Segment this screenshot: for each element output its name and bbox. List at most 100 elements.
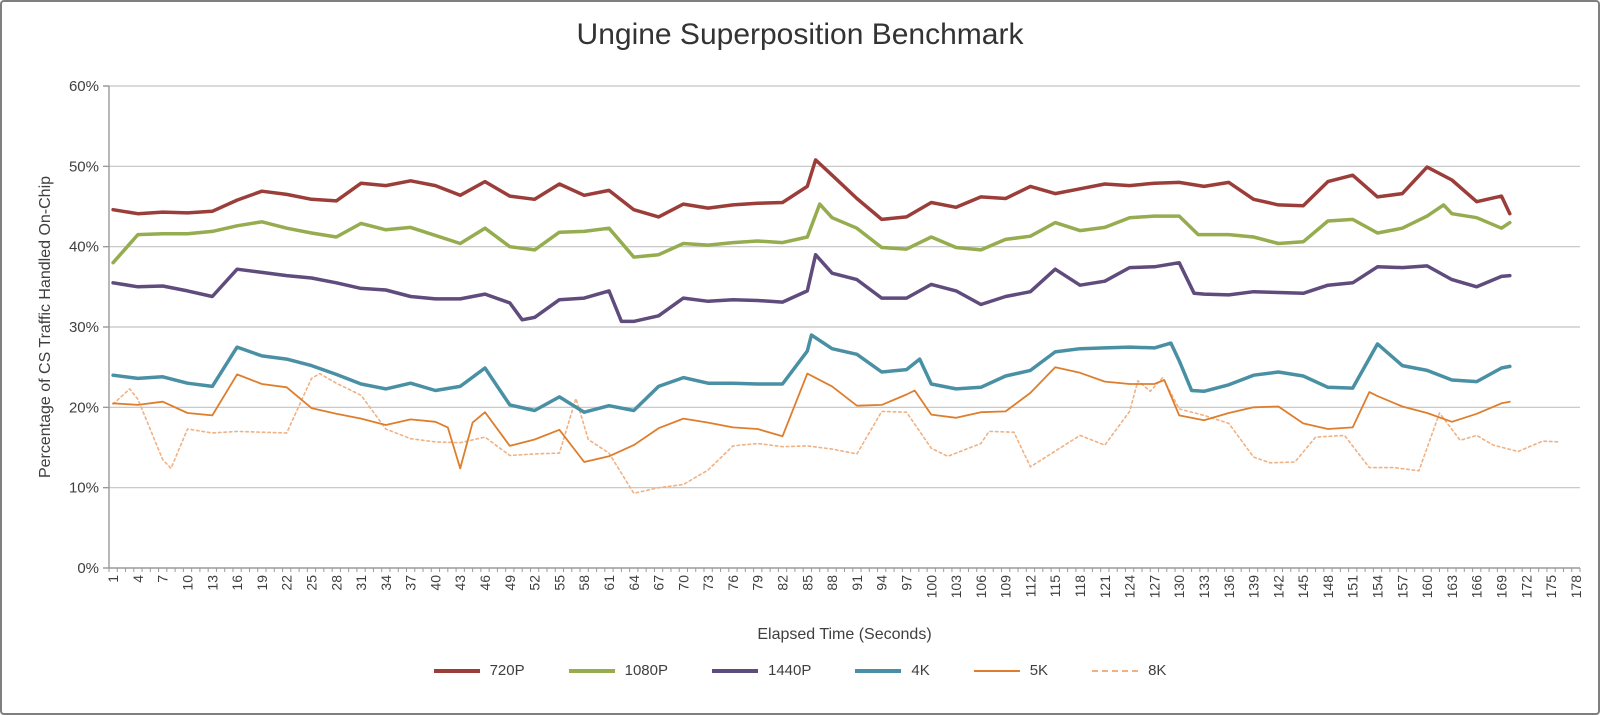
x-tick-label: 169 bbox=[1493, 575, 1509, 599]
series-line-8K bbox=[112, 372, 1561, 495]
series-line-4K bbox=[111, 333, 1512, 414]
x-tick-label: 64 bbox=[626, 575, 642, 591]
legend-swatch-1440P bbox=[711, 668, 758, 673]
x-tick-label: 43 bbox=[452, 575, 468, 591]
x-tick-label: 109 bbox=[998, 575, 1014, 599]
x-tick-label: 127 bbox=[1146, 575, 1162, 599]
x-tick-label: 121 bbox=[1097, 575, 1113, 599]
legend-item-1080P: 1080P bbox=[568, 662, 668, 679]
x-axis-title: Elapsed Time (Seconds) bbox=[757, 626, 932, 643]
x-tick-label: 46 bbox=[477, 575, 493, 591]
legend-swatch-4K bbox=[855, 668, 902, 673]
x-tick-label: 103 bbox=[948, 575, 964, 599]
x-tick-label: 142 bbox=[1270, 575, 1286, 599]
x-tick-label: 157 bbox=[1394, 575, 1410, 599]
x-tick-label: 82 bbox=[775, 575, 791, 591]
x-tick-label: 25 bbox=[303, 575, 319, 591]
legend-swatch-1080P bbox=[568, 668, 615, 673]
y-tick-label: 60% bbox=[69, 78, 99, 95]
legend-label: 5K bbox=[1029, 662, 1049, 679]
x-tick-label: 133 bbox=[1196, 575, 1212, 599]
x-tick-label: 31 bbox=[353, 575, 369, 591]
series-line-5K bbox=[112, 366, 1511, 470]
x-tick-label: 112 bbox=[1022, 575, 1038, 598]
x-tick-label: 22 bbox=[279, 575, 295, 591]
x-tick-label: 163 bbox=[1444, 575, 1460, 599]
x-tick-label: 139 bbox=[1246, 575, 1262, 599]
legend-label: 8K bbox=[1148, 662, 1167, 679]
series-line-720P bbox=[111, 158, 1512, 222]
x-tick-label: 97 bbox=[898, 575, 914, 591]
legend-item-720P: 720P bbox=[433, 662, 525, 679]
x-tick-label: 40 bbox=[427, 575, 443, 591]
x-tick-label: 76 bbox=[725, 575, 741, 591]
y-tick-label: 10% bbox=[69, 480, 99, 497]
x-tick-label: 154 bbox=[1370, 575, 1386, 599]
legend-label: 1080P bbox=[624, 662, 668, 679]
legend-item-1440P: 1440P bbox=[711, 662, 812, 679]
x-tick-label: 52 bbox=[527, 575, 543, 591]
x-minor-ticks bbox=[108, 568, 1581, 572]
x-tick-label: 55 bbox=[551, 575, 567, 591]
x-tick-label: 115 bbox=[1047, 575, 1063, 598]
x-tick-label: 172 bbox=[1518, 575, 1534, 599]
x-tick-label: 88 bbox=[824, 575, 840, 591]
y-tick-label: 20% bbox=[69, 399, 99, 416]
series-line-1080P bbox=[111, 202, 1512, 265]
chart-title: Ungine Superposition Benchmark bbox=[576, 18, 1024, 51]
series-lines bbox=[111, 158, 1561, 495]
x-tick-label: 94 bbox=[874, 575, 890, 591]
x-tick-label: 118 bbox=[1072, 575, 1088, 598]
x-tick-label: 19 bbox=[254, 575, 270, 591]
x-tick-label: 124 bbox=[1122, 575, 1138, 599]
x-tick-label: 136 bbox=[1221, 575, 1237, 599]
series-line-1440P bbox=[111, 252, 1512, 324]
legend-label: 1440P bbox=[767, 662, 812, 679]
y-tick-label: 0% bbox=[77, 560, 99, 577]
x-tick-label: 16 bbox=[229, 575, 245, 591]
x-tick-label: 79 bbox=[750, 575, 766, 591]
x-tick-label: 49 bbox=[502, 575, 518, 591]
x-tick-label: 166 bbox=[1469, 575, 1485, 599]
x-tick-label: 61 bbox=[601, 575, 617, 591]
x-tick-label: 145 bbox=[1295, 575, 1311, 599]
x-tick-label: 58 bbox=[576, 575, 592, 591]
x-tick-label: 160 bbox=[1419, 575, 1435, 599]
legend-swatch-5K bbox=[973, 669, 1020, 672]
x-tick-label: 28 bbox=[328, 575, 344, 591]
x-tick-label: 106 bbox=[973, 575, 989, 599]
legend-item-4K: 4K bbox=[855, 662, 930, 679]
x-tick-label: 37 bbox=[403, 575, 419, 591]
x-tick-label: 151 bbox=[1345, 575, 1361, 599]
x-tick-label: 10 bbox=[180, 575, 196, 591]
x-tick-label: 148 bbox=[1320, 575, 1336, 599]
x-tick-label: 4 bbox=[130, 575, 146, 583]
y-tick-label: 40% bbox=[69, 239, 99, 256]
y-tick-label: 30% bbox=[69, 319, 99, 336]
legend-label: 720P bbox=[489, 662, 525, 679]
legend: 720P 1080P 1440P 4K 5K 8K bbox=[2, 662, 1598, 679]
x-tick-label: 91 bbox=[849, 575, 865, 591]
x-tick-label: 100 bbox=[923, 575, 939, 599]
x-tick-label: 67 bbox=[651, 575, 667, 591]
gridlines bbox=[109, 85, 1580, 489]
x-tick-label: 70 bbox=[675, 575, 691, 591]
x-tick-label: 178 bbox=[1568, 575, 1584, 599]
y-tick-label: 50% bbox=[69, 158, 99, 175]
x-tick-label: 130 bbox=[1171, 575, 1187, 599]
legend-label: 4K bbox=[911, 662, 930, 679]
x-tick-label: 85 bbox=[799, 575, 815, 591]
x-tick-label: 7 bbox=[155, 575, 171, 583]
x-tick-label: 175 bbox=[1543, 575, 1559, 599]
x-tick-label: 34 bbox=[378, 575, 394, 591]
legend-item-8K: 8K bbox=[1092, 662, 1166, 679]
x-tick-label: 13 bbox=[204, 575, 220, 591]
x-tick-labels: 1 4 7 10 13 16 19 22 25 28 31 34 37 40 43 46 49 52 55 58 61 6… bbox=[105, 575, 1584, 599]
x-tick-label: 1 bbox=[105, 575, 121, 583]
y-tick-labels: 0% 10% 20% 30% 40% 50% 60% bbox=[69, 78, 109, 577]
legend-item-5K: 5K bbox=[973, 662, 1049, 679]
x-tick-label: 73 bbox=[700, 575, 716, 591]
legend-swatch-8K bbox=[1092, 669, 1139, 672]
